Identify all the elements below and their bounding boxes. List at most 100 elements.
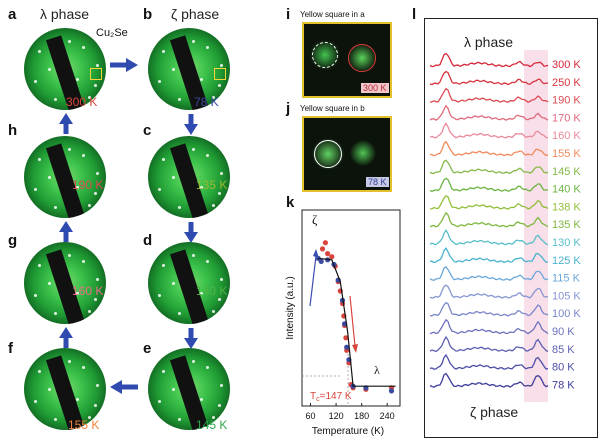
phase-title-zeta: ζ phase	[171, 6, 220, 22]
diffraction-dot	[76, 186, 79, 189]
diffraction-dot	[88, 204, 91, 207]
diffraction-dot	[158, 188, 161, 191]
diffraction-dot	[34, 294, 37, 297]
panel-j-title: Yellow square in b	[300, 104, 365, 113]
zoomed-spot-i: 300 K	[302, 22, 392, 98]
spectrum-line	[429, 372, 549, 388]
spectra-top-label: λ phase	[464, 34, 514, 50]
panel-label-f: f	[8, 340, 13, 357]
spectrum-temp-label: 100 K	[552, 308, 581, 320]
diffraction-dot	[88, 310, 91, 313]
temp-label-d: 140 K	[196, 284, 228, 298]
spectrum-temp-label: 125 K	[552, 255, 581, 267]
diffraction-dot	[212, 310, 215, 313]
diffraction-dot	[220, 172, 223, 175]
intensity-vs-temperature-chart: ζ λ Tc=147 K 60 120 180 240 Temperature (K)…	[285, 209, 401, 437]
arrow-up-icon	[59, 113, 73, 134]
diffraction-dot	[206, 154, 209, 157]
data-series	[315, 240, 395, 394]
cooling-arrow-icon	[309, 255, 317, 307]
diffraction-dot	[76, 398, 79, 401]
data-point-series-2	[388, 388, 395, 394]
diffraction-dot	[172, 388, 175, 391]
data-point-series-1	[343, 335, 349, 341]
fit-curve	[318, 257, 396, 387]
spectrum-temp-label: 155 K	[552, 148, 581, 160]
diffraction-dot	[206, 260, 209, 263]
diffraction-dot	[68, 254, 71, 257]
diffraction-dot	[212, 96, 215, 99]
arrow-up-icon	[59, 221, 73, 242]
diffraction-dot	[206, 46, 209, 49]
lambda-annotation: λ	[374, 363, 380, 377]
diffraction-dot	[172, 176, 175, 179]
spectrum-line	[429, 87, 549, 103]
spectra-bottom-label: ζ phase	[470, 404, 519, 420]
leed-pattern-a	[24, 28, 106, 110]
data-point-series-2	[344, 344, 350, 350]
spectrum-temp-label: 190 K	[552, 95, 581, 107]
diffraction-dot	[54, 312, 57, 315]
yellow-square-marker	[90, 68, 102, 80]
temp-badge-j: 78 K	[366, 177, 389, 187]
spectrum-temp-label: 90 K	[552, 326, 575, 338]
temp-label-c: 135 K	[196, 178, 228, 192]
dashed-circle-marker	[312, 42, 338, 68]
diffraction-dot	[48, 176, 51, 179]
diffraction-dot	[158, 294, 161, 297]
leed-pattern-h	[24, 136, 106, 218]
diffraction-dot	[48, 68, 51, 71]
x-axis-label: Temperature (K)	[312, 426, 384, 437]
diffraction-dot	[88, 96, 91, 99]
spectrum-temp-label: 250 K	[552, 77, 581, 89]
stacked-spectra-frame	[424, 18, 598, 438]
diffraction-dot	[48, 388, 51, 391]
spectrum-line	[429, 122, 549, 139]
data-point-series-1	[322, 240, 328, 246]
spectrum-temp-label: 80 K	[552, 362, 575, 374]
heating-arrow-icon	[349, 295, 356, 347]
spectrum-temp-label: 105 K	[552, 290, 581, 302]
panel-label-i: i	[286, 6, 291, 23]
zeta-annotation: ζ	[312, 212, 318, 227]
spectrum-line	[429, 301, 549, 317]
panel-label-e: e	[143, 340, 152, 357]
temp-label-h: 190 K	[72, 178, 104, 192]
diffraction-dot	[192, 40, 195, 43]
x-tick-label: 240	[380, 411, 395, 421]
spectrum-line	[429, 177, 549, 193]
diffraction-dot	[94, 192, 97, 195]
diffraction-dot	[38, 370, 41, 373]
diffraction-dot	[172, 282, 175, 285]
diffraction-dot	[68, 40, 71, 43]
diffraction-dot	[38, 158, 41, 161]
diffraction-dot	[54, 98, 57, 101]
spectrum-line	[429, 335, 549, 353]
diffraction-dot	[96, 172, 99, 175]
diffraction-dot	[212, 416, 215, 419]
panel-label-c: c	[143, 122, 152, 139]
x-tick-labels: 60 120 180 240	[305, 403, 395, 421]
panel-label-g: g	[8, 232, 18, 249]
panel-label-j: j	[286, 100, 291, 117]
diffraction-dot	[220, 384, 223, 387]
diffraction-dot	[172, 68, 175, 71]
phase-title-lambda: λ phase	[40, 6, 90, 22]
panel-label-h: h	[8, 122, 18, 139]
diffraction-dot	[200, 78, 203, 81]
solid-circle-marker	[314, 140, 342, 168]
diffraction-spot	[350, 140, 376, 166]
diffraction-dot	[34, 80, 37, 83]
spectrum-line	[429, 140, 549, 157]
diffraction-dot	[82, 154, 85, 157]
panel-label-a: a	[8, 6, 17, 23]
spectrum-temp-label: 160 K	[552, 130, 581, 142]
arrow-down-icon	[184, 114, 198, 135]
spectrum-temp-label: 130 K	[552, 237, 581, 249]
zoomed-spot-j: 78 K	[302, 116, 392, 192]
diffraction-dot	[68, 148, 71, 151]
x-tick-label: 60	[305, 411, 315, 421]
spectrum-line	[429, 284, 549, 299]
diffraction-dot	[218, 298, 221, 301]
diffraction-dot	[158, 80, 161, 83]
